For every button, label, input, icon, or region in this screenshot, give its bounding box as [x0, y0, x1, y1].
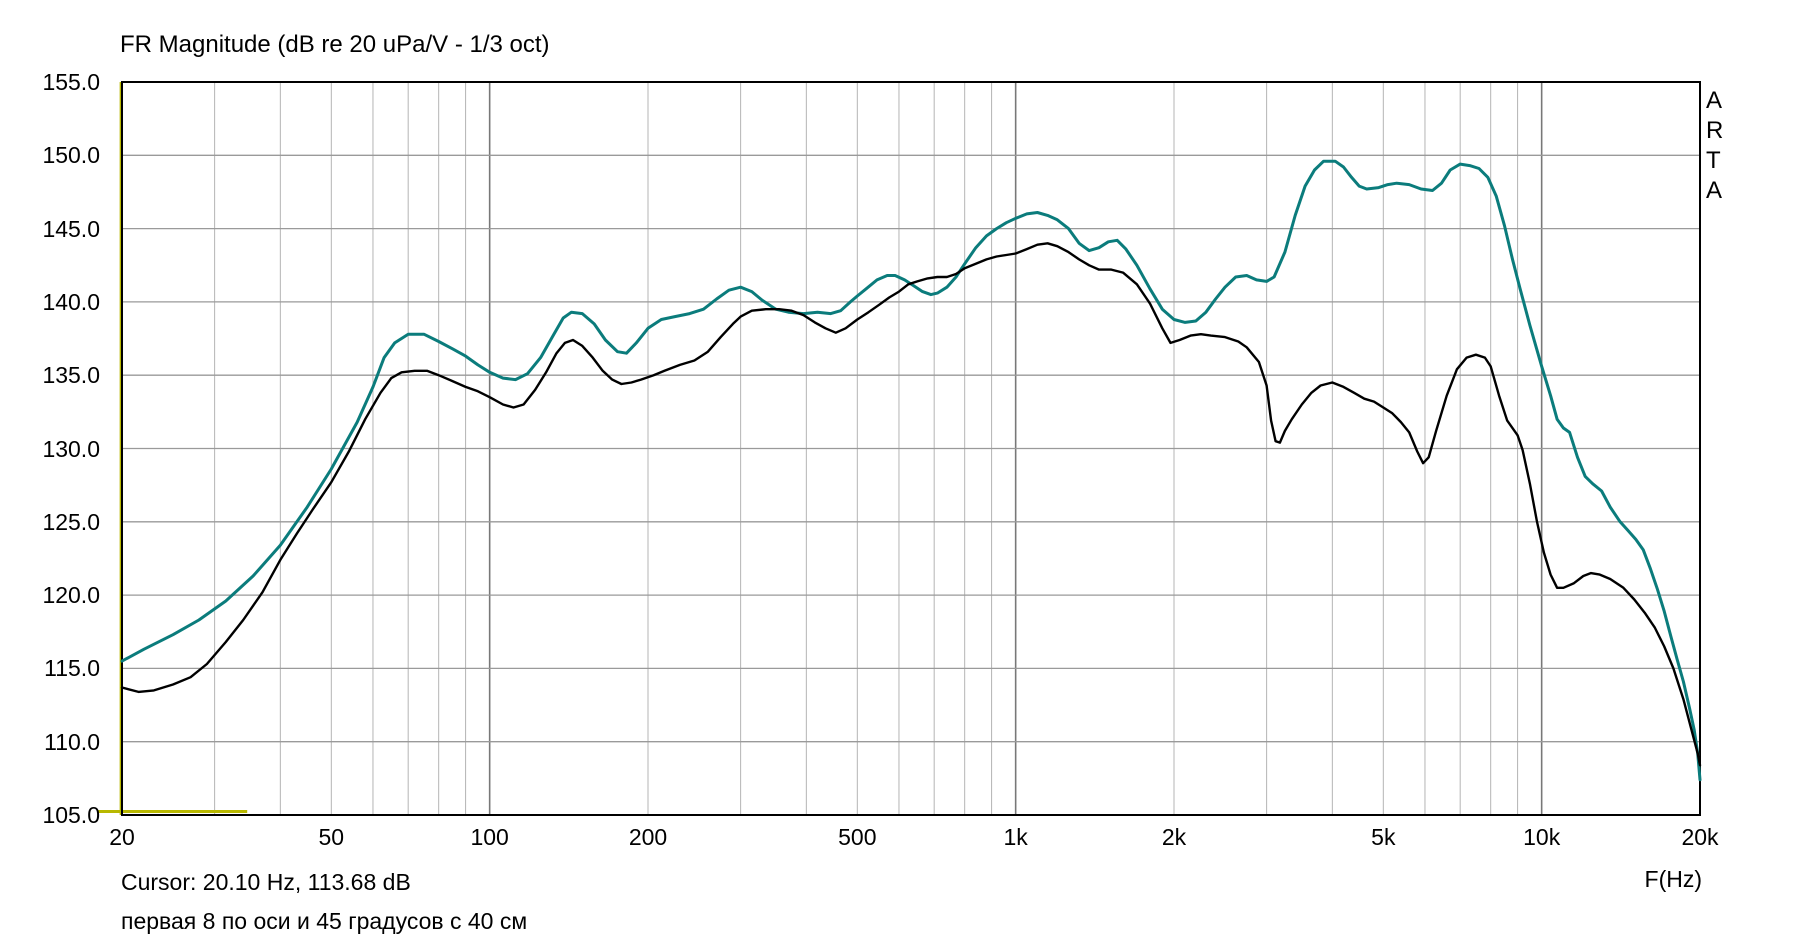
y-tick-label-155.0: 155.0: [42, 69, 100, 95]
y-tick-label-145.0: 145.0: [42, 215, 100, 242]
arta-letter-3: A: [1706, 177, 1723, 204]
y-tick-label-150.0: 150.0: [42, 142, 100, 169]
x-tick-label-10k: 10k: [1523, 824, 1561, 850]
x-tick-label-1k: 1k: [1003, 824, 1028, 850]
overlay-note: первая 8 по оси и 45 градусов с 40 см: [121, 908, 528, 934]
x-tick-label-500: 500: [838, 824, 877, 850]
y-tick-label-110.0: 110.0: [44, 728, 100, 755]
cursor-readout: Cursor: 20.10 Hz, 113.68 dB: [121, 869, 411, 895]
arta-letter-0: A: [1706, 87, 1723, 114]
y-tick-label-135.0: 135.0: [42, 362, 100, 389]
y-tick-label-125.0: 125.0: [42, 508, 100, 535]
chart-title: FR Magnitude (dB re 20 uPa/V - 1/3 oct): [120, 31, 550, 58]
x-tick-label-200: 200: [628, 824, 668, 850]
grid-horizontal: [122, 154, 1700, 743]
x-tick-label-20: 20: [109, 824, 135, 850]
y-tick-label-140.0: 140.0: [42, 288, 100, 315]
curve-teal: [120, 159, 1702, 782]
y-tick-label-105.0: 105.0: [42, 802, 100, 828]
x-tick-label-2k: 2k: [1161, 824, 1187, 850]
arta-letter-2: T: [1706, 147, 1721, 174]
y-tick-label-120.0: 120.0: [42, 582, 100, 609]
y-tick-label-115.0: 115.0: [44, 655, 100, 682]
plot-border: [121, 81, 1701, 816]
x-axis-unit-label: F(Hz): [1644, 866, 1702, 892]
x-tick-label-5k: 5k: [1371, 824, 1396, 850]
curve-black: [120, 242, 1702, 767]
x-tick-label-50: 50: [318, 824, 345, 850]
arta-letter-1: R: [1706, 117, 1724, 144]
x-tick-label-100: 100: [470, 824, 509, 850]
x-tick-label-20k: 20k: [1681, 824, 1719, 850]
y-tick-label-130.0: 130.0: [42, 435, 100, 462]
